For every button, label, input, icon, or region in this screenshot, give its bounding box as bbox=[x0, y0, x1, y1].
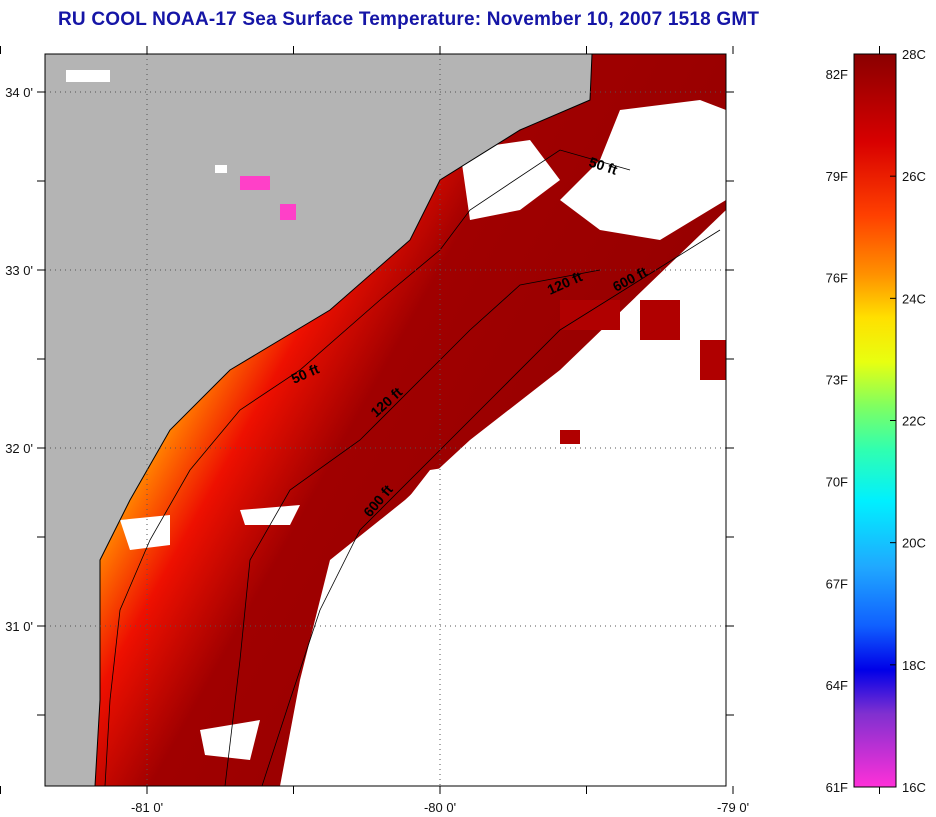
colorbar-fahrenheit-label: 76F bbox=[826, 271, 848, 286]
lat-tick-label: 31 0' bbox=[5, 619, 33, 634]
contour-600ft bbox=[261, 229, 721, 786]
colorbar-fahrenheit-label: 64F bbox=[826, 678, 848, 693]
land bbox=[45, 54, 592, 786]
lon-tick-label: -79 0' bbox=[717, 800, 749, 815]
colorbar-celsius-scale: 28C 26C 24C 22C 20C 18C 16C bbox=[890, 47, 926, 795]
latitude-axis: 34 0' 33 0' 32 0' 31 0' bbox=[5, 85, 734, 716]
colorbar-fahrenheit-label: 82F bbox=[826, 67, 848, 82]
colorbar-fahrenheit-label: 70F bbox=[826, 474, 848, 489]
colorbar-celsius-label: 26C bbox=[902, 169, 926, 184]
contour-120ft bbox=[224, 269, 601, 786]
colorbar-celsius-label: 18C bbox=[902, 658, 926, 673]
lat-tick-label: 34 0' bbox=[5, 85, 33, 100]
lon-tick-label: -80 0' bbox=[424, 800, 456, 815]
sst-field bbox=[95, 54, 726, 786]
colorbar-celsius-label: 20C bbox=[902, 536, 926, 551]
map-title: RU COOL NOAA-17 Sea Surface Temperature:… bbox=[58, 9, 760, 30]
colorbar-celsius-label: 24C bbox=[902, 291, 926, 306]
lat-tick-label: 33 0' bbox=[5, 263, 33, 278]
graticule bbox=[45, 54, 726, 786]
colorbar-celsius-label: 28C bbox=[902, 47, 926, 62]
colorbar-fahrenheit-scale: 82F 79F 76F 73F 70F 67F 64F 61F bbox=[826, 67, 848, 795]
colorbar-fahrenheit-label: 79F bbox=[826, 169, 848, 184]
cloud-mask bbox=[120, 100, 726, 786]
colorbar-celsius-label: 22C bbox=[902, 414, 926, 429]
map-frame bbox=[44, 53, 727, 787]
coastline bbox=[94, 54, 593, 786]
colorbar-gradient bbox=[853, 53, 897, 788]
colorbar-celsius-label: 16C bbox=[902, 780, 926, 795]
colorbar-fahrenheit-label: 73F bbox=[826, 373, 848, 388]
longitude-axis: -81 0'-80 0'-79 0'-78 0' bbox=[0, 46, 880, 815]
colorbar-fahrenheit-label: 67F bbox=[826, 576, 848, 591]
inland-features bbox=[66, 70, 296, 220]
colorbar-fahrenheit-label: 61F bbox=[826, 780, 848, 795]
lon-tick-label: -81 0' bbox=[131, 800, 163, 815]
contour-50ft bbox=[104, 149, 631, 786]
lat-tick-label: 32 0' bbox=[5, 441, 33, 456]
